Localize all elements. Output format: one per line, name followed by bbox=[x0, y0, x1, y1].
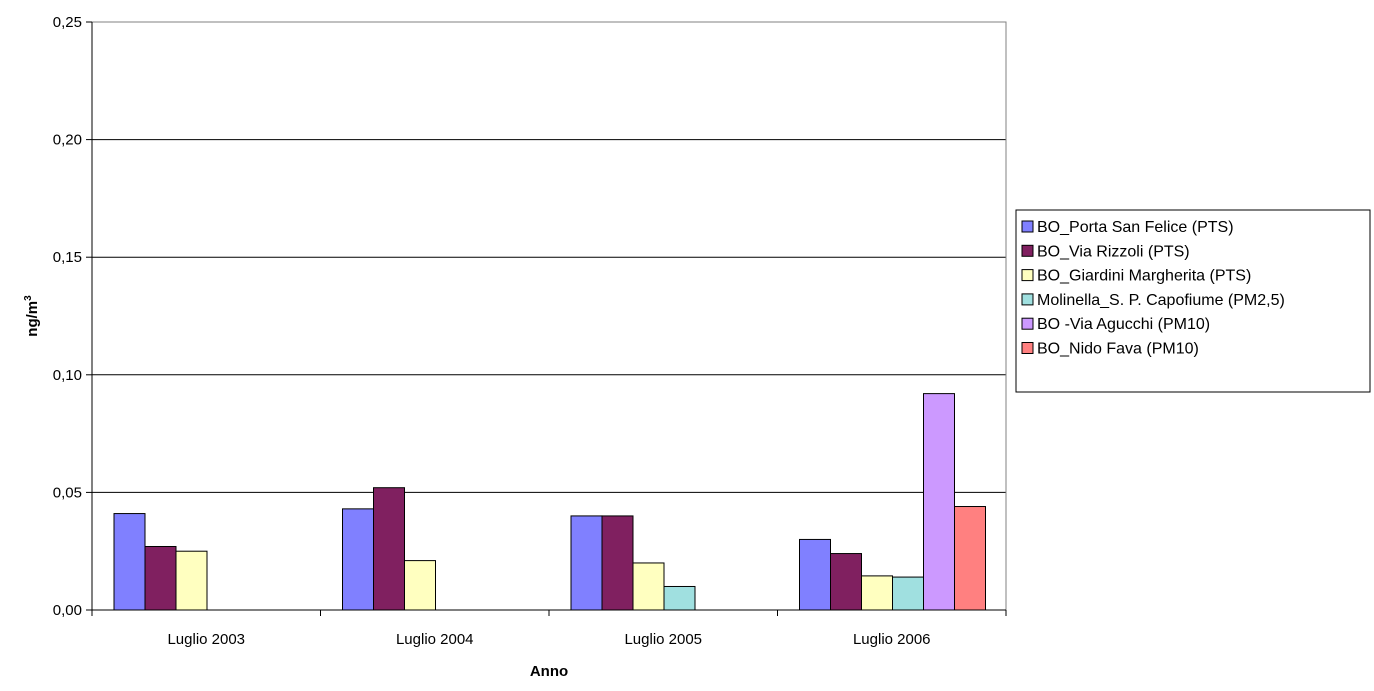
legend: BO_Porta San Felice (PTS) BO_Via Rizzoli … bbox=[1015, 209, 1371, 393]
axes bbox=[91, 21, 1007, 611]
bar bbox=[861, 575, 893, 611]
legend-label: BO_Giardini Margherita (PTS) bbox=[1037, 268, 1251, 285]
bar bbox=[632, 562, 665, 611]
bar bbox=[923, 393, 955, 611]
bar bbox=[954, 506, 986, 611]
y-tick-label: 0,10 bbox=[53, 367, 82, 384]
y-axis-title-base: ng/m bbox=[24, 301, 41, 337]
legend-swatch bbox=[1021, 342, 1034, 354]
plot-area-border bbox=[91, 21, 1007, 611]
x-tick-label: Luglio 2004 bbox=[396, 631, 474, 648]
y-tick-label: 0,00 bbox=[53, 602, 82, 619]
legend-label: BO_Nido Fava (PM10) bbox=[1037, 341, 1199, 358]
y-axis-title-superscript: 3 bbox=[23, 295, 34, 301]
bars bbox=[113, 393, 986, 611]
legend-label: BO -Via Agucchi (PM10) bbox=[1037, 316, 1210, 333]
y-tick-label: 0,05 bbox=[53, 484, 82, 501]
legend-swatch bbox=[1021, 293, 1034, 306]
bar bbox=[892, 576, 924, 611]
x-tick-label: Luglio 2006 bbox=[853, 631, 931, 648]
bar bbox=[663, 585, 696, 611]
bar bbox=[373, 487, 405, 611]
bar bbox=[175, 550, 208, 611]
legend-swatch bbox=[1021, 317, 1034, 330]
legend-label: BO_Porta San Felice (PTS) bbox=[1037, 219, 1234, 236]
x-axis-title: Anno bbox=[530, 663, 568, 680]
gridlines bbox=[92, 21, 1006, 493]
x-tick-label: Luglio 2005 bbox=[624, 631, 702, 648]
bar bbox=[799, 538, 831, 611]
bar bbox=[601, 515, 634, 611]
legend-swatch bbox=[1021, 269, 1034, 282]
bar bbox=[113, 513, 146, 611]
bar bbox=[830, 553, 862, 611]
bar bbox=[144, 545, 177, 611]
legend-swatch bbox=[1021, 220, 1034, 233]
bar bbox=[404, 560, 436, 611]
y-tick-label: 0,25 bbox=[53, 14, 82, 31]
y-tick-label: 0,20 bbox=[53, 132, 82, 149]
legend-swatch bbox=[1021, 244, 1034, 257]
x-tick-label: Luglio 2003 bbox=[167, 631, 245, 648]
y-axis-title: ng/m3 bbox=[23, 295, 41, 337]
bar bbox=[570, 515, 603, 611]
x-tick-labels: Luglio 2003 Luglio 2004 Luglio 2005 Luglio … bbox=[91, 610, 1007, 648]
y-tick-label: 0,15 bbox=[53, 249, 82, 266]
bar bbox=[342, 508, 374, 611]
legend-box bbox=[1015, 209, 1371, 393]
legend-label: BO_Via Rizzoli (PTS) bbox=[1037, 243, 1190, 260]
y-tick-labels: 0,00 0,05 0,10 0,15 0,20 0,25 bbox=[53, 14, 92, 619]
legend-label: Molinella_S. P. Capofiume (PM2,5) bbox=[1037, 292, 1285, 309]
